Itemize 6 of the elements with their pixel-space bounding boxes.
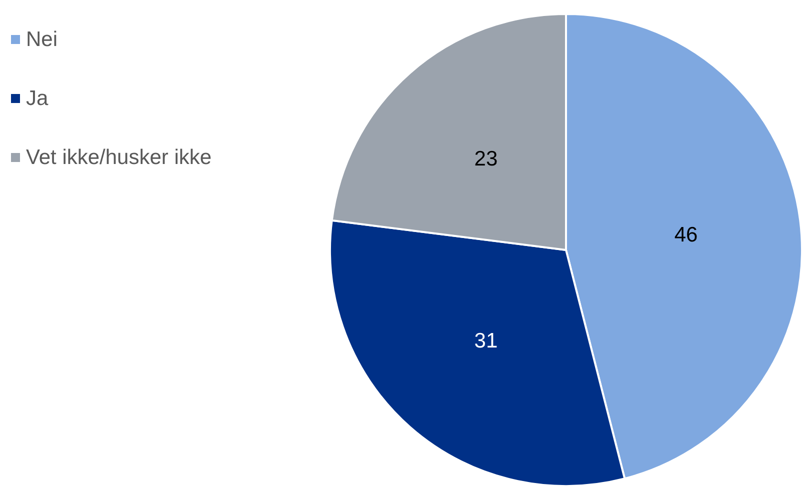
legend-label: Nei [26, 28, 58, 51]
data-label: 46 [674, 223, 698, 246]
legend-label: Ja [26, 87, 48, 110]
data-label: 23 [474, 148, 498, 171]
legend-label: Vet ikke/husker ikke [26, 146, 212, 169]
data-label: 31 [474, 329, 498, 352]
